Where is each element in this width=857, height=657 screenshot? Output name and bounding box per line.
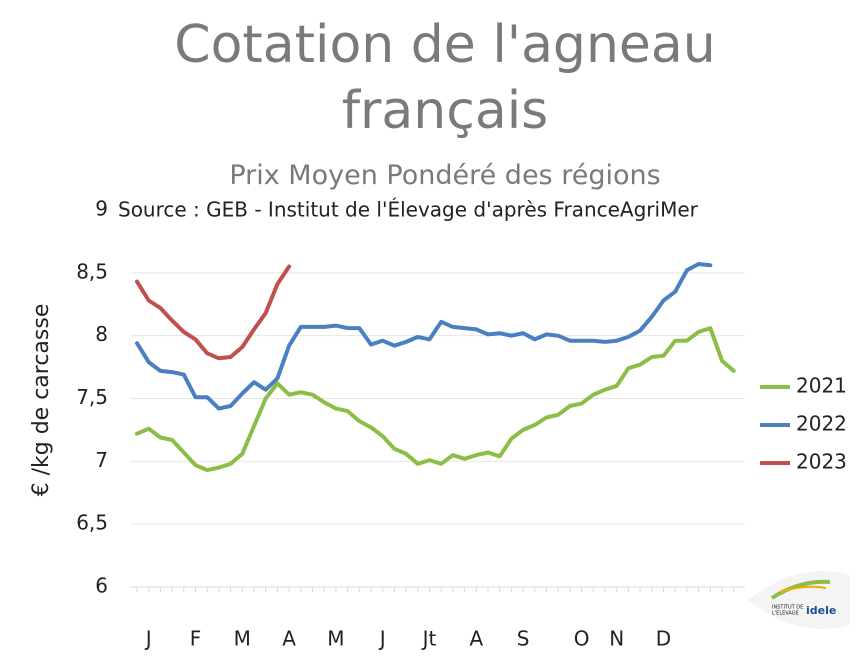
chart-subtitle: Prix Moyen Pondéré des régions bbox=[229, 160, 661, 191]
source: Source : GEB - Institut de l'Élevage d'a… bbox=[118, 198, 699, 222]
x-tick-label: S bbox=[517, 627, 530, 651]
y-tick-label: 7,5 bbox=[76, 385, 108, 409]
y-tick-label: 6,5 bbox=[76, 511, 108, 535]
x-tick-label: N bbox=[609, 627, 624, 651]
series-line bbox=[135, 262, 713, 411]
logo-text: L'ÉLEVAGE bbox=[772, 609, 799, 617]
x-tick-label: A bbox=[282, 627, 296, 651]
y-tick-label: 8,5 bbox=[76, 259, 108, 283]
y-axis-label: € /kg de carcasse bbox=[29, 304, 54, 497]
legend-label: 2022 bbox=[796, 412, 847, 436]
x-tick-label: Jt bbox=[421, 627, 437, 651]
logo-text: INSTITUT DE bbox=[772, 605, 803, 611]
chart-title: Cotation de l'agneau français bbox=[174, 15, 716, 141]
x-tick-label: J bbox=[144, 627, 152, 651]
y-tick-label: 6 bbox=[95, 574, 108, 598]
logo-swoosh bbox=[770, 579, 831, 600]
x-tick-label: F bbox=[190, 627, 202, 651]
x-tick-label: A bbox=[469, 627, 483, 651]
x-tick-label: J bbox=[378, 627, 386, 651]
legend-label: 2023 bbox=[796, 450, 847, 474]
logo-bg bbox=[748, 570, 850, 630]
y-tick-label: 8 bbox=[95, 322, 108, 346]
logo: INSTITUT DE L'ÉLEVAGE idele bbox=[748, 570, 850, 630]
legend-label: 2021 bbox=[796, 374, 847, 398]
x-tick-label: M bbox=[234, 627, 251, 651]
x-tick-label: M bbox=[327, 627, 344, 651]
logo-brand: idele bbox=[806, 604, 836, 617]
y-tick-label: 7 bbox=[95, 448, 108, 472]
logo-swoosh bbox=[779, 585, 827, 593]
series-line bbox=[135, 264, 292, 361]
x-tick-label: O bbox=[574, 627, 590, 651]
series-line bbox=[135, 326, 736, 473]
x-tick-label: D bbox=[656, 627, 671, 651]
y-tick-label: 9 bbox=[95, 197, 108, 221]
